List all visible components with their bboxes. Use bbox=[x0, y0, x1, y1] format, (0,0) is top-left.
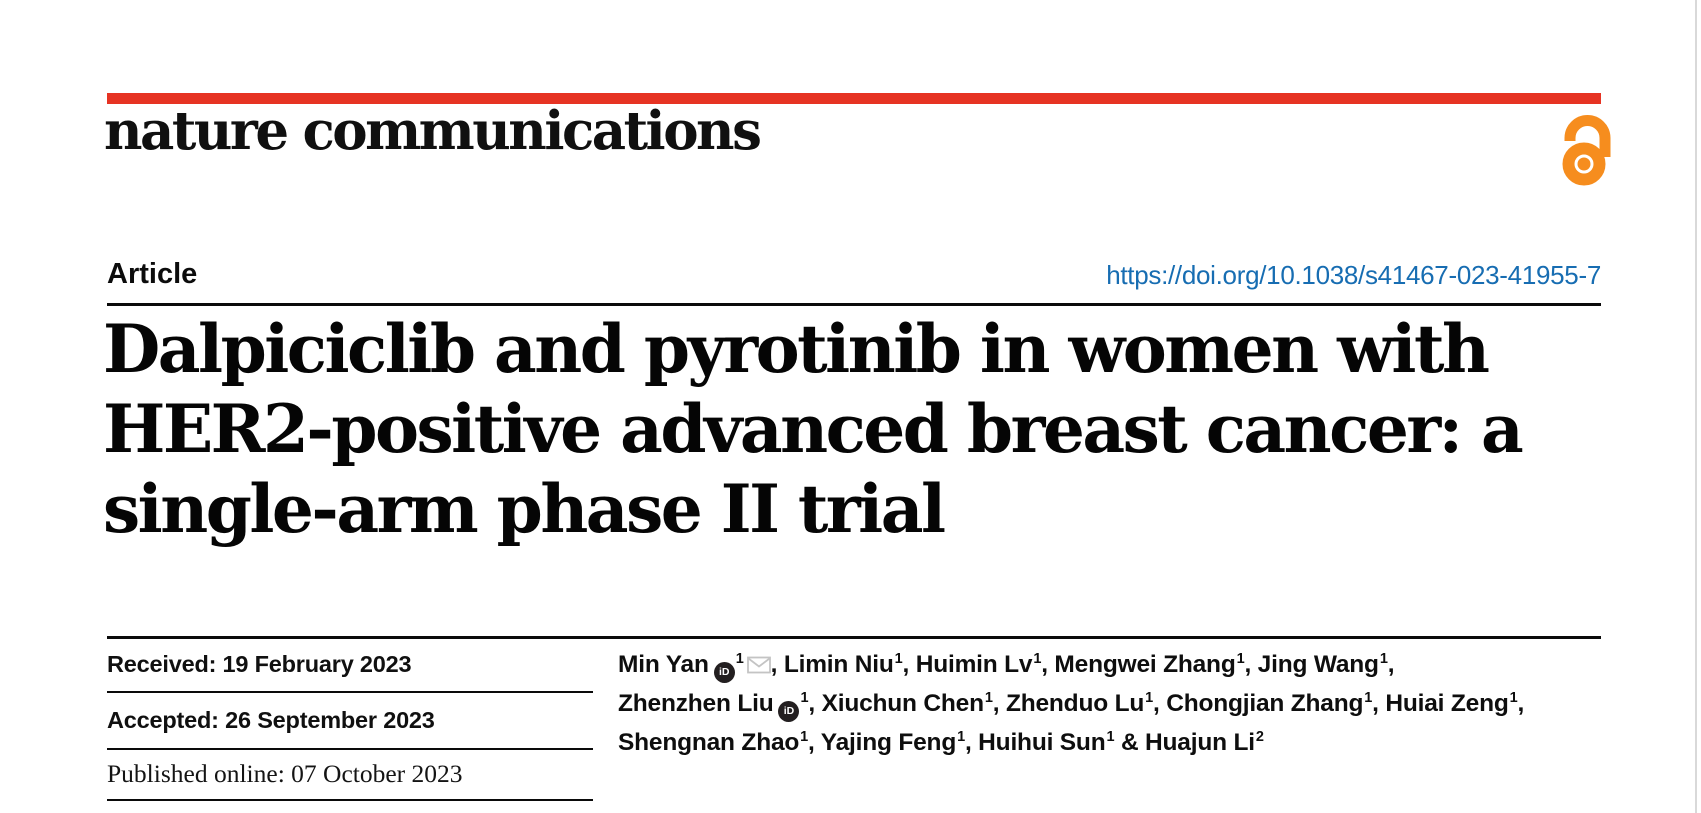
author-name-text: , Chongjian Zhang bbox=[1153, 690, 1364, 717]
author-name-text: & Huajun Li bbox=[1114, 729, 1255, 756]
affiliation-superscript: 1 bbox=[800, 729, 809, 745]
author-line: Min Yan iD1, Limin Niu1, Huimin Lv1, Meng… bbox=[618, 647, 1618, 686]
author-name-text: Min Yan bbox=[618, 651, 709, 678]
author-name-text: , Huihui Sun bbox=[964, 729, 1106, 756]
author-name-text: , Limin Niu bbox=[770, 651, 894, 678]
article-history-table: Received: 19 February 2023 Accepted: 26 … bbox=[107, 639, 593, 801]
accepted-date-row: Accepted: 26 September 2023 bbox=[107, 693, 593, 750]
author-line: Shengnan Zhao1, Yajing Feng1, Huihui Sun… bbox=[618, 725, 1618, 764]
author-name-text: , bbox=[1387, 651, 1395, 678]
author-name-text: , Mengwei Zhang bbox=[1041, 651, 1236, 678]
affiliation-superscript: 2 bbox=[1255, 729, 1264, 745]
published-date: Published online: 07 October 2023 bbox=[107, 759, 463, 788]
horizontal-rule-top bbox=[107, 303, 1601, 306]
horizontal-rule-columns bbox=[107, 636, 1601, 639]
affiliation-superscript: 1 bbox=[1509, 690, 1518, 706]
affiliation-superscript: 1 bbox=[800, 690, 809, 706]
author-name-text: , Huimin Lv bbox=[902, 651, 1033, 678]
published-date-row: Published online: 07 October 2023 bbox=[107, 750, 593, 801]
doi-link[interactable]: https://doi.org/10.1038/s41467-023-41955… bbox=[1106, 260, 1601, 290]
author-name-text: , bbox=[1517, 690, 1525, 717]
author-name-text: , Huiai Zeng bbox=[1372, 690, 1509, 717]
author-name-text: , Yajing Feng bbox=[808, 729, 957, 756]
brand-red-bar bbox=[107, 93, 1601, 104]
received-date: Received: 19 February 2023 bbox=[107, 651, 412, 678]
email-icon[interactable] bbox=[746, 649, 771, 684]
article-type-label: Article bbox=[107, 258, 198, 290]
author-name-text: , Xiuchun Chen bbox=[808, 690, 984, 717]
affiliation-superscript: 1 bbox=[957, 729, 965, 745]
title-line-2: HER2-positive advanced breast cancer: a bbox=[103, 390, 1524, 468]
author-name-text: , Jing Wang bbox=[1244, 651, 1379, 678]
received-date-row: Received: 19 February 2023 bbox=[107, 639, 593, 693]
title-line-3: single-arm phase II trial bbox=[103, 470, 946, 548]
title-line-1: Dalpiciclib and pyrotinib in women with bbox=[103, 310, 1490, 388]
open-access-icon bbox=[1556, 112, 1612, 187]
orcid-icon[interactable]: iD bbox=[778, 701, 800, 722]
affiliation-superscript: 1 bbox=[984, 690, 993, 706]
affiliation-superscript: 1 bbox=[1033, 651, 1042, 667]
author-name-text: Zhenzhen Liu bbox=[618, 690, 774, 717]
affiliation-superscript: 1 bbox=[894, 651, 903, 667]
paper-title: Dalpiciclib and pyrotinib in women with … bbox=[103, 309, 1524, 549]
affiliation-superscript: 1 bbox=[1236, 651, 1245, 667]
affiliation-superscript: 1 bbox=[735, 651, 744, 667]
affiliation-superscript: 1 bbox=[1379, 651, 1388, 667]
article-bar: Article https://doi.org/10.1038/s41467-0… bbox=[107, 258, 1601, 291]
author-name-text: Shengnan Zhao bbox=[618, 729, 800, 756]
affiliation-superscript: 1 bbox=[1364, 690, 1373, 706]
page-edge-border bbox=[1695, 0, 1697, 813]
orcid-icon[interactable]: iD bbox=[713, 662, 735, 683]
author-name-text: , Zhenduo Lu bbox=[992, 690, 1145, 717]
journal-logo: nature communications bbox=[104, 100, 762, 162]
accepted-date: Accepted: 26 September 2023 bbox=[107, 706, 435, 733]
affiliation-superscript: 1 bbox=[1145, 690, 1153, 706]
author-list: Min Yan iD1, Limin Niu1, Huimin Lv1, Meng… bbox=[618, 647, 1618, 764]
affiliation-superscript: 1 bbox=[1106, 729, 1115, 745]
author-line: Zhenzhen Liu iD1, Xiuchun Chen1, Zhenduo … bbox=[618, 686, 1618, 725]
